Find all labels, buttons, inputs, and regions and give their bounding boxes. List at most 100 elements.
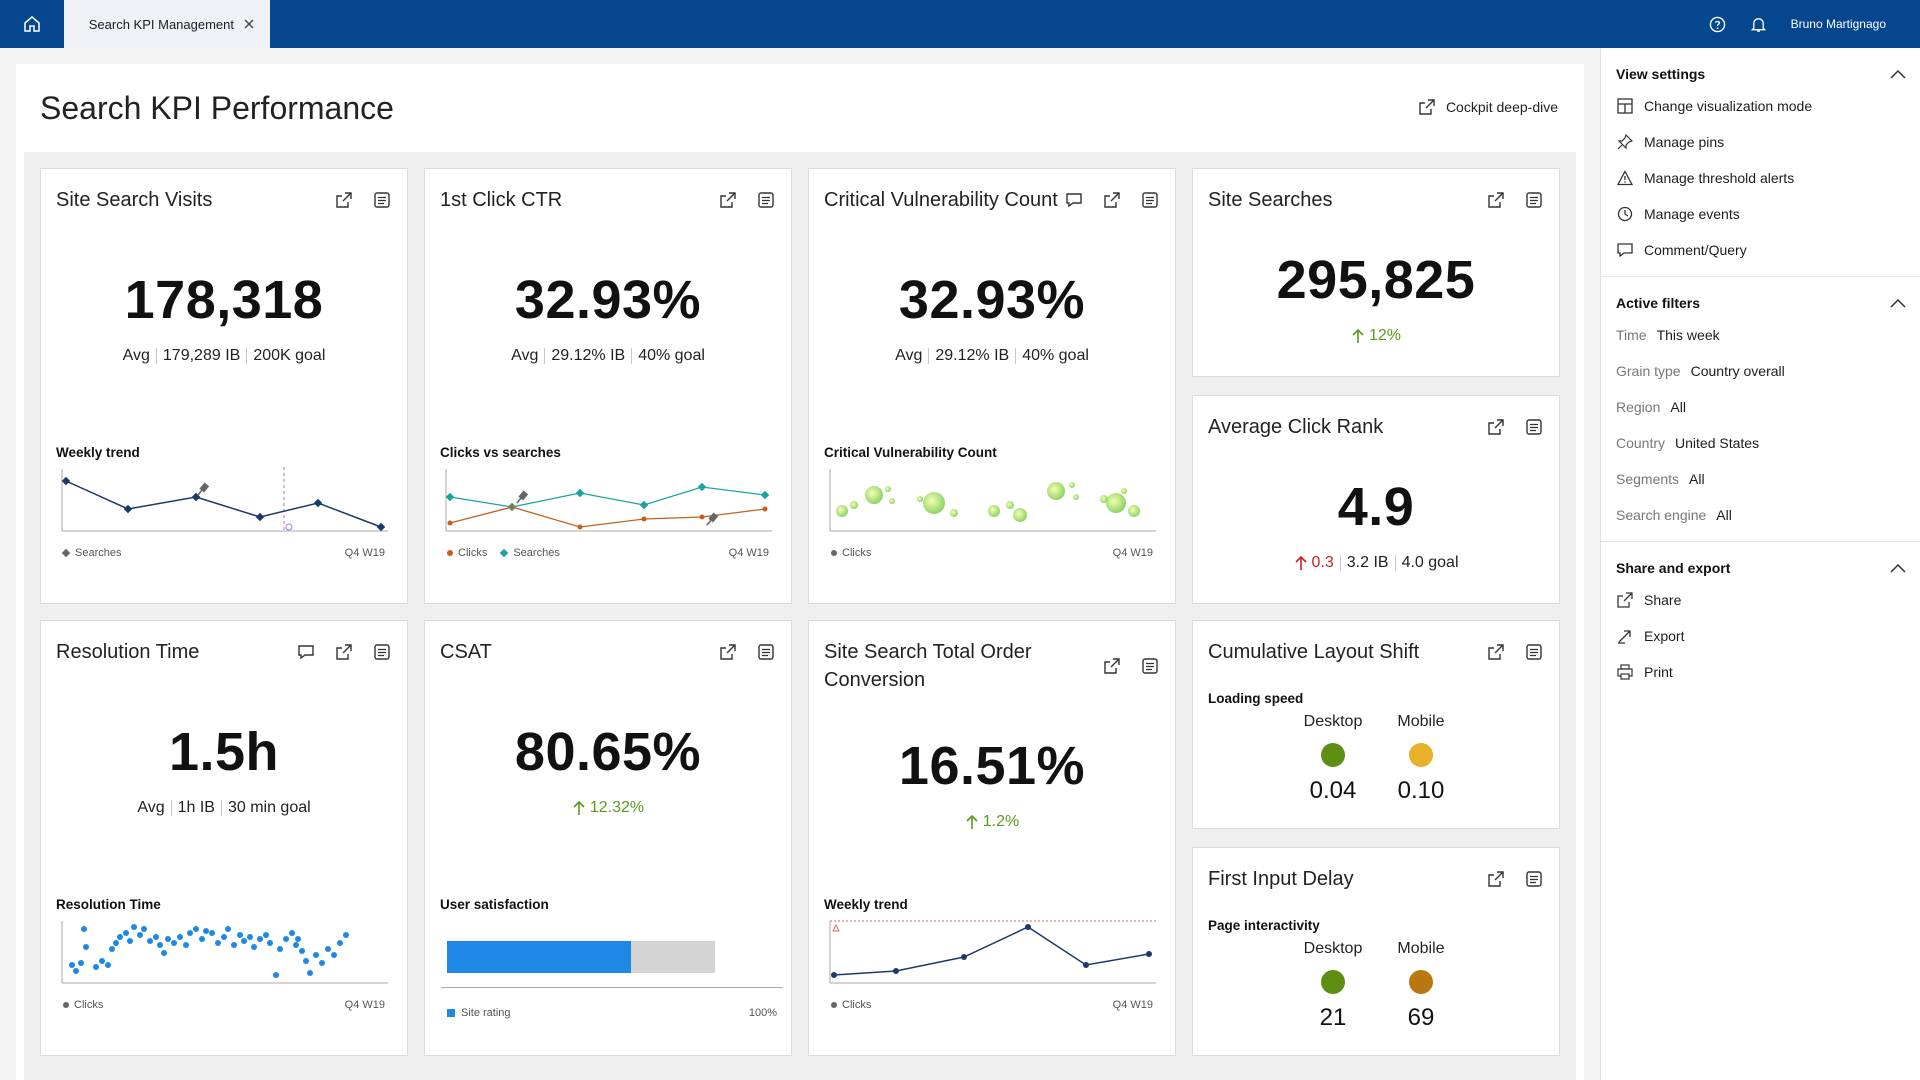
card-site-searches: Site Searches 295,825 12%: [1192, 168, 1560, 377]
item-label: Manage threshold alerts: [1644, 170, 1795, 186]
top-bar: Search KPI Management Bruno Martignago: [0, 0, 1920, 48]
kpi-value: 16.51%: [898, 736, 1086, 796]
section-label: Page interactivity: [1208, 918, 1320, 933]
share-item[interactable]: Share: [1616, 582, 1906, 618]
item-label: Comment/Query: [1644, 242, 1747, 258]
legend-clicks: Clicks: [74, 999, 104, 1011]
mobile-label: Mobile: [1397, 713, 1445, 730]
details-icon[interactable]: [371, 641, 393, 663]
details-icon[interactable]: [1523, 416, 1545, 438]
active-filters-section: Active filters Time This week Grain type C…: [1601, 277, 1920, 542]
open-external-icon[interactable]: [1485, 416, 1507, 438]
ib-value: 1h IB: [177, 799, 215, 816]
chart-title: User satisfaction: [440, 897, 549, 912]
open-external-icon[interactable]: [333, 641, 355, 663]
ib-value: 179,289 IB: [162, 347, 241, 364]
active-filters-header[interactable]: Active filters: [1616, 289, 1906, 317]
share-export-header[interactable]: Share and export: [1616, 554, 1906, 582]
print-item[interactable]: Print: [1616, 654, 1906, 690]
change-visualization-mode-item[interactable]: Change visualization mode: [1616, 88, 1906, 124]
home-button[interactable]: [0, 0, 64, 48]
open-external-icon[interactable]: [1485, 641, 1507, 663]
view-settings-header[interactable]: View settings: [1616, 60, 1906, 88]
card-title: First Input Delay: [1208, 868, 1354, 890]
manage-events-item[interactable]: Manage events: [1616, 196, 1906, 232]
kpi-value: 4.9: [1337, 477, 1415, 537]
share-icon: [1616, 591, 1634, 609]
open-external-icon[interactable]: [1485, 868, 1507, 890]
details-icon[interactable]: [1523, 189, 1545, 211]
details-icon[interactable]: [755, 641, 777, 663]
max-label: 100%: [748, 1007, 777, 1019]
card-title: Site Search Total Order Conversion: [824, 641, 1032, 691]
chart-title: Weekly trend: [56, 445, 140, 460]
arrow-up-icon: [1294, 555, 1307, 570]
filter-time[interactable]: Time This week: [1616, 317, 1906, 353]
details-icon[interactable]: [371, 189, 393, 211]
home-icon: [24, 16, 40, 32]
details-icon[interactable]: [755, 189, 777, 211]
details-icon[interactable]: [1523, 868, 1545, 890]
card-title: Average Click Rank: [1208, 416, 1384, 438]
close-icon[interactable]: [244, 19, 254, 29]
export-item[interactable]: Export: [1616, 618, 1906, 654]
section-title: View settings: [1616, 66, 1706, 82]
axis-line: [441, 987, 783, 988]
tab-search-kpi-management[interactable]: Search KPI Management: [64, 0, 270, 48]
open-external-icon[interactable]: [717, 641, 739, 663]
user-name[interactable]: Bruno Martignago: [1790, 17, 1886, 31]
filter-country[interactable]: Country United States: [1616, 425, 1906, 461]
filter-segments[interactable]: Segments All: [1616, 461, 1906, 497]
open-external-icon[interactable]: [333, 189, 355, 211]
manage-threshold-alerts-item[interactable]: Manage threshold alerts: [1616, 160, 1906, 196]
chevron-up-icon[interactable]: [1890, 563, 1906, 573]
legend-site-rating: Site rating: [461, 1007, 511, 1019]
arrow-up-icon: [966, 814, 978, 829]
card-critical-vulnerability-count: Critical Vulnerability Count 32.93% Avg …: [808, 168, 1176, 604]
delta-value: 1.2%: [982, 813, 1020, 830]
tab-label: Search KPI Management: [88, 16, 234, 32]
desktop-metric: Desktop 21: [1288, 940, 1378, 1032]
open-external-icon[interactable]: [1485, 189, 1507, 211]
manage-pins-item[interactable]: Manage pins: [1616, 124, 1906, 160]
details-icon[interactable]: [1523, 641, 1545, 663]
comment-query-item[interactable]: Comment/Query: [1616, 232, 1906, 268]
layout-icon: [1616, 97, 1634, 115]
open-external-icon: [1419, 99, 1435, 115]
goal-value: 30 min goal: [227, 799, 311, 816]
filter-key: Country: [1616, 435, 1666, 451]
comment-icon[interactable]: [1063, 189, 1085, 211]
details-icon[interactable]: [1139, 189, 1161, 211]
comment-icon[interactable]: [295, 641, 317, 663]
arrow-up-icon: [1352, 328, 1364, 343]
open-external-icon[interactable]: [717, 189, 739, 211]
kpi-value: 178,318: [124, 270, 324, 330]
open-external-icon[interactable]: [1101, 189, 1123, 211]
help-icon[interactable]: [1709, 16, 1726, 33]
card-1st-click-ctr: 1st Click CTR 32.93% Avg 29.12% IB 40% g…: [424, 168, 792, 604]
period-label: Q4 W19: [344, 547, 385, 559]
chevron-up-icon[interactable]: [1890, 298, 1906, 308]
bell-icon[interactable]: [1750, 16, 1767, 33]
chevron-up-icon[interactable]: [1890, 69, 1906, 79]
filter-search-engine[interactable]: Search engine All: [1616, 497, 1906, 533]
card-site-search-visits: Site Search Visits 178,318 Avg 179,289 I…: [40, 168, 408, 604]
card-cumulative-layout-shift: Cumulative Layout Shift Loading speed De…: [1192, 620, 1560, 829]
chart-title: Clicks vs searches: [440, 445, 561, 460]
filter-value: All: [1670, 399, 1686, 415]
filter-grain-type[interactable]: Grain type Country overall: [1616, 353, 1906, 389]
clock-icon: [1616, 205, 1634, 223]
mobile-metric: Mobile 69: [1376, 940, 1466, 1032]
filter-region[interactable]: Region All: [1616, 389, 1906, 425]
section-title: Active filters: [1616, 295, 1701, 311]
card-csat: CSAT 80.65% 12.32% User satisfaction Sit…: [424, 620, 792, 1056]
arrow-up-icon: [573, 800, 585, 815]
pin-icon: [197, 482, 210, 496]
cockpit-deep-dive-link[interactable]: Cockpit deep-dive: [1418, 98, 1558, 116]
legend-searches: Searches: [513, 547, 560, 559]
kpi-value: 1.5h: [168, 722, 280, 782]
open-external-icon[interactable]: [1101, 655, 1123, 677]
filter-value: Country overall: [1690, 363, 1785, 379]
item-label: Manage events: [1644, 206, 1740, 222]
details-icon[interactable]: [1139, 655, 1161, 677]
